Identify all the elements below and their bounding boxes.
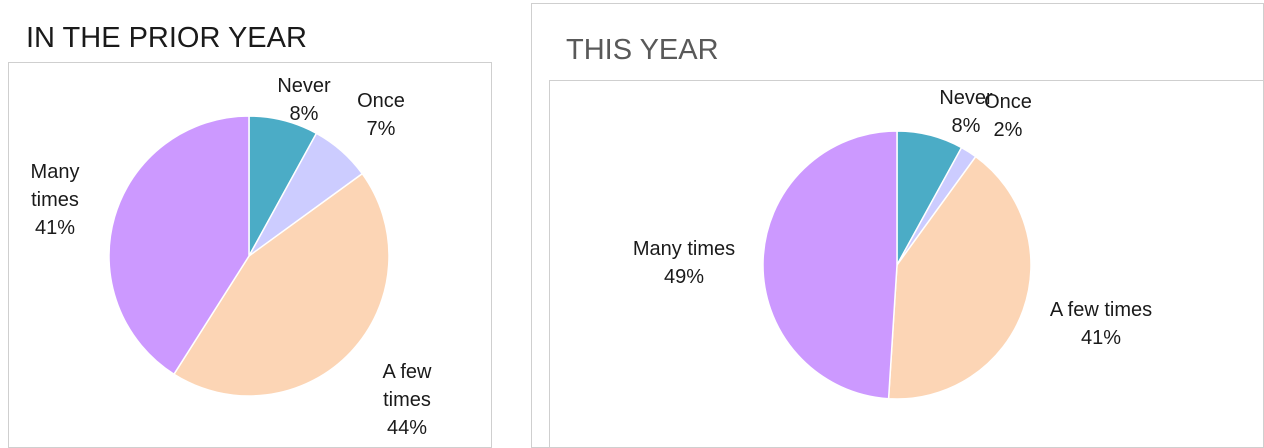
data-label-once: Once 2% (984, 91, 1032, 141)
data-label-many-times: Many times 49% (633, 238, 735, 288)
data-label-never: Never 8% (277, 75, 331, 125)
data-label-many-times: Many times 41% (31, 161, 80, 239)
data-label-once: Once 7% (357, 90, 405, 140)
chart-title-this-year: THIS YEAR (566, 34, 719, 66)
data-label-a-few-times: A few times 44% (383, 361, 432, 439)
chart-title-prior-year: IN THE PRIOR YEAR (26, 22, 307, 54)
pie-slice-many-times (108, 115, 250, 376)
data-label-a-few-times: A few times 41% (1050, 299, 1152, 349)
pie-slice-many-times (762, 130, 898, 400)
pie-slice-a-few-times (172, 172, 390, 397)
data-label-never: Never 8% (939, 87, 993, 137)
pie-slice-a-few-times (887, 155, 1032, 400)
